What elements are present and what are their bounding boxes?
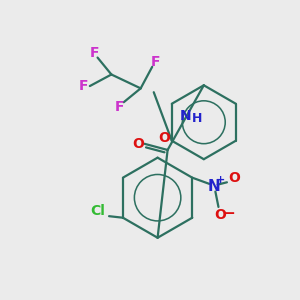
Text: H: H bbox=[192, 112, 202, 125]
Text: O: O bbox=[158, 130, 170, 145]
Text: N: N bbox=[208, 179, 220, 194]
Text: +: + bbox=[216, 175, 225, 185]
Text: F: F bbox=[90, 46, 99, 60]
Text: F: F bbox=[151, 55, 160, 69]
Text: F: F bbox=[114, 100, 124, 114]
Text: F: F bbox=[79, 79, 88, 93]
Text: O: O bbox=[132, 137, 144, 151]
Text: −: − bbox=[223, 206, 236, 221]
Text: O: O bbox=[214, 208, 226, 222]
Text: O: O bbox=[229, 171, 241, 185]
Text: N: N bbox=[180, 109, 191, 123]
Text: Cl: Cl bbox=[90, 204, 105, 218]
